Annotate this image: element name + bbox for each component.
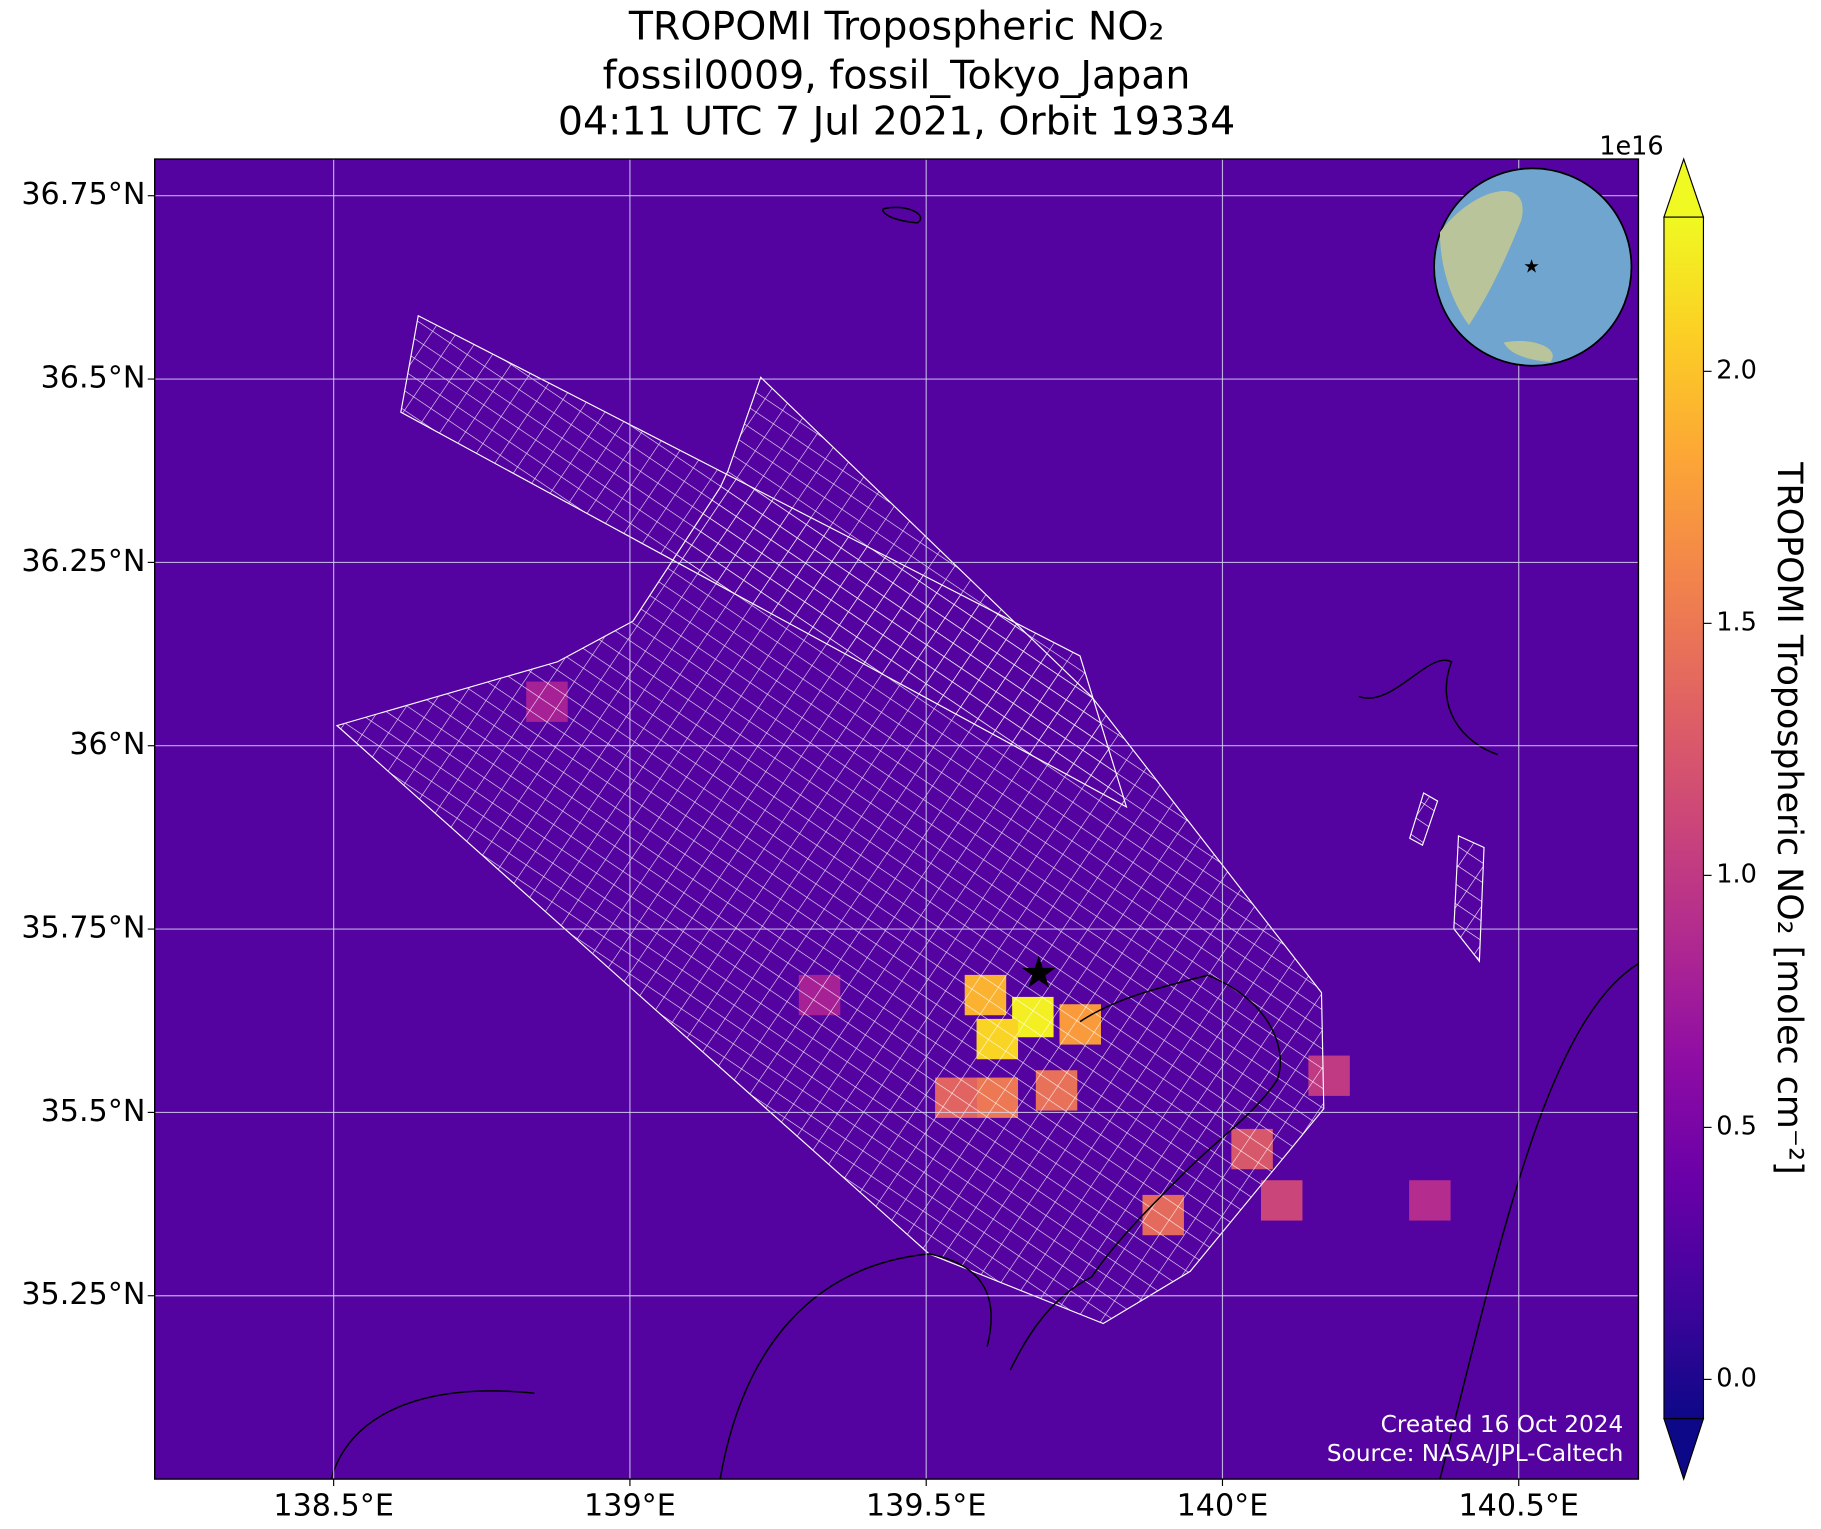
footprint xyxy=(1453,835,1485,963)
colorbar xyxy=(1663,157,1705,1481)
footprint xyxy=(1409,792,1439,847)
colorbar-label: TROPOMI Tropospheric NO₂ [molec cm⁻²] xyxy=(1769,461,1809,1174)
coastline xyxy=(330,206,1639,1480)
x-tick-label: 138.5°E xyxy=(273,1488,394,1523)
y-tick-label: 36°N xyxy=(69,727,145,762)
colorbar-tick-label: 1.5 xyxy=(1716,607,1757,637)
x-tick-label: 140.5°E xyxy=(1458,1488,1579,1523)
colorbar-tick-label: 2.0 xyxy=(1716,355,1757,385)
colorbar-tick-label: 0.0 xyxy=(1716,1363,1757,1393)
x-tick-label: 140°E xyxy=(1177,1488,1269,1523)
colorbar-extend-top xyxy=(1663,157,1705,218)
y-tick-label: 35.75°N xyxy=(21,911,145,946)
colorbar-extend-bottom xyxy=(1663,1418,1705,1481)
x-tick-label: 139°E xyxy=(584,1488,676,1523)
no2-cell xyxy=(1260,1180,1303,1221)
land xyxy=(1439,191,1553,363)
y-tick-label: 36.75°N xyxy=(21,177,145,212)
y-tick-label: 35.5°N xyxy=(41,1094,146,1129)
colorbar-bar xyxy=(1663,216,1705,1420)
inset-globe: ★ xyxy=(1433,167,1633,367)
grid xyxy=(154,159,1639,1480)
y-tick-label: 36.25°N xyxy=(21,544,145,579)
colorbar-tick-label: 0.5 xyxy=(1716,1111,1757,1141)
y-tick-label: 36.5°N xyxy=(41,361,146,396)
footer-text: Source: NASA/JPL-Caltech xyxy=(1327,1440,1623,1467)
no2-cell xyxy=(1409,1180,1451,1221)
footprints xyxy=(330,206,1639,1480)
title-line: 04:11 UTC 7 Jul 2021, Orbit 19334 xyxy=(558,99,1235,145)
x-tick-label: 139.5°E xyxy=(866,1488,987,1523)
title-line: TROPOMI Tropospheric NO₂ xyxy=(628,4,1165,50)
title-line: fossil0009, fossil_Tokyo_Japan xyxy=(603,52,1191,98)
globe-star: ★ xyxy=(1523,257,1540,278)
colorbar-exponent: 1e16 xyxy=(1599,131,1663,161)
footer-text: Created 16 Oct 2024 xyxy=(1381,1411,1624,1438)
y-tick-label: 35.25°N xyxy=(21,1277,145,1312)
plot-frame xyxy=(154,158,1640,1480)
colorbar-tick-label: 1.0 xyxy=(1716,859,1757,889)
site-marker: ★ xyxy=(1019,947,1059,998)
